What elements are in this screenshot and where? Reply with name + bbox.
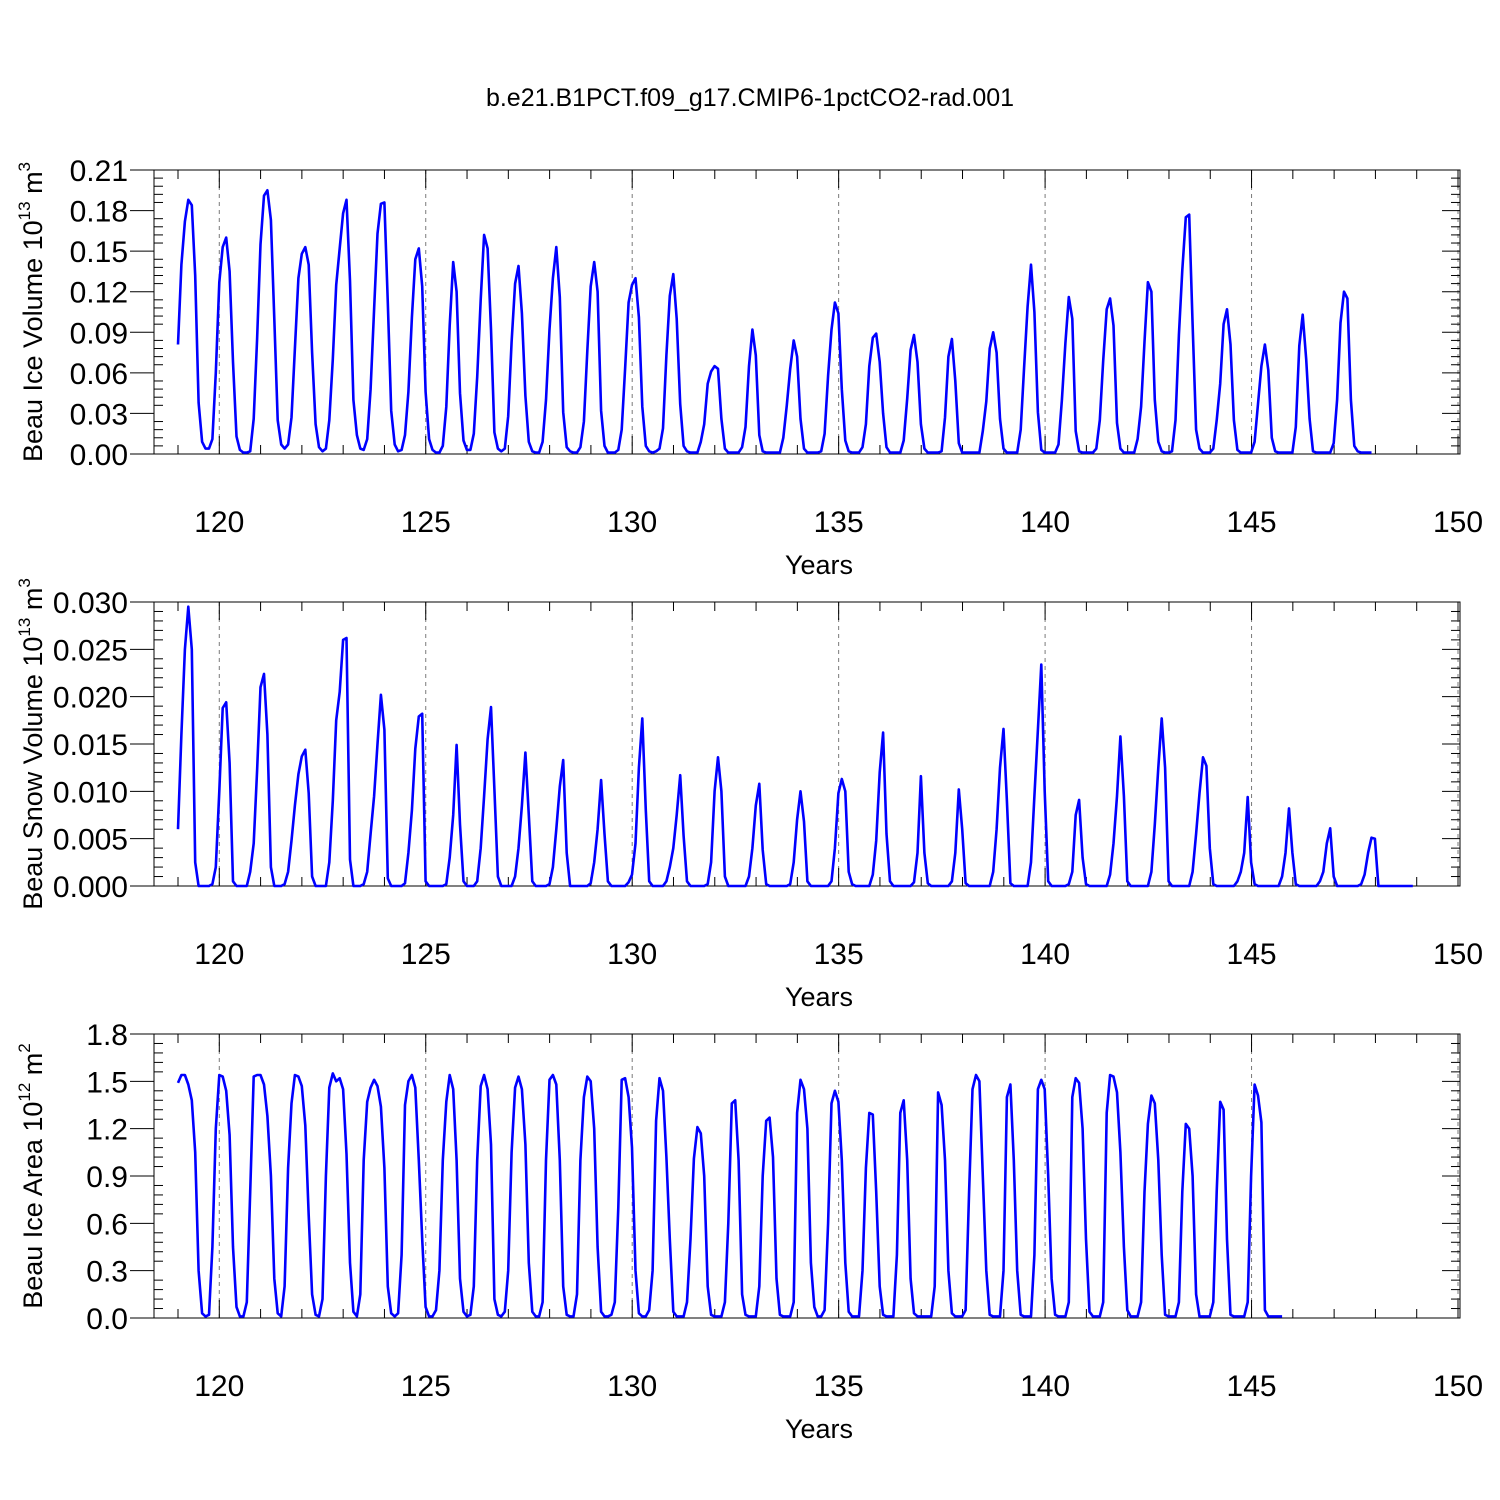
y-tick-label: 0.010 bbox=[53, 776, 128, 809]
y-tick-label: 0.15 bbox=[70, 236, 128, 269]
y-tick-label: 1.8 bbox=[86, 1019, 128, 1052]
x-tick-label: 150 bbox=[1433, 1370, 1483, 1403]
x-tick-label: 120 bbox=[194, 1370, 244, 1403]
series-line bbox=[176, 1072, 1283, 1318]
y-tick-label: 0.06 bbox=[70, 358, 128, 391]
x-axis-title: Years bbox=[785, 550, 853, 580]
y-axis-title: Beau Snow Volume 1013 m3 bbox=[15, 578, 48, 910]
y-axis-title: Beau Ice Area 1012 m2 bbox=[15, 1043, 48, 1309]
x-tick-label: 135 bbox=[814, 506, 864, 539]
x-tick-label: 140 bbox=[1020, 506, 1070, 539]
x-tick-label: 130 bbox=[607, 1370, 657, 1403]
y-tick-label: 0.030 bbox=[53, 587, 128, 620]
y-tick-label: 0.000 bbox=[53, 871, 128, 904]
x-tick-label: 130 bbox=[607, 938, 657, 971]
plot-frame bbox=[153, 169, 1461, 455]
panel-ice-area: 0.0 0.3 0.6 0.9 1.2 1.5 1.8 120 125 130 135 140 145 1… bbox=[15, 1019, 1483, 1444]
y-tick-label: 0.015 bbox=[53, 729, 128, 762]
y-tick-label: 1.2 bbox=[86, 1114, 128, 1147]
panel-ice-volume: 0.00 0.03 0.06 0.09 0.12 0.15 0.18 0.21 120 125 13… bbox=[15, 155, 1483, 580]
y-tick-label: 0.020 bbox=[53, 682, 128, 715]
y-tick-label: 0.00 bbox=[70, 439, 128, 472]
y-tick-label: 0.03 bbox=[70, 398, 128, 431]
y-tick-label: 0.025 bbox=[53, 634, 128, 667]
x-axis-title: Years bbox=[785, 1414, 853, 1444]
y-tick-label: 0.18 bbox=[70, 196, 128, 229]
x-tick-label: 140 bbox=[1020, 938, 1070, 971]
y-tick-label: 0.0 bbox=[86, 1303, 128, 1336]
y-tick-label: 0.6 bbox=[86, 1208, 128, 1241]
figure-title: b.e21.B1PCT.f09_g17.CMIP6-1pctCO2-rad.00… bbox=[486, 84, 1014, 112]
x-tick-label: 125 bbox=[401, 506, 451, 539]
x-tick-label: 150 bbox=[1433, 938, 1483, 971]
series-line bbox=[176, 189, 1372, 454]
y-tick-label: 0.9 bbox=[86, 1161, 128, 1194]
x-tick-label: 125 bbox=[401, 938, 451, 971]
y-tick-label: 0.09 bbox=[70, 317, 128, 350]
x-tick-label: 145 bbox=[1227, 1370, 1277, 1403]
x-tick-label: 125 bbox=[401, 1370, 451, 1403]
x-axis-title: Years bbox=[785, 982, 853, 1012]
x-tick-label: 130 bbox=[607, 506, 657, 539]
x-tick-label: 145 bbox=[1227, 506, 1277, 539]
panel-snow-volume: 0.000 0.005 0.010 0.015 0.020 0.025 0.030 120 12… bbox=[15, 578, 1483, 1012]
x-tick-label: 135 bbox=[814, 1370, 864, 1403]
y-axis-title: Beau Ice Volume 1013 m3 bbox=[15, 162, 48, 462]
y-tick-label: 0.3 bbox=[86, 1256, 128, 1289]
x-tick-label: 120 bbox=[194, 938, 244, 971]
y-tick-label: 0.005 bbox=[53, 824, 128, 857]
y-tick-label: 0.12 bbox=[70, 277, 128, 310]
x-tick-label: 120 bbox=[194, 506, 244, 539]
y-tick-label: 0.21 bbox=[70, 155, 128, 188]
series-line bbox=[176, 605, 1413, 888]
x-tick-label: 140 bbox=[1020, 1370, 1070, 1403]
y-tick-label: 1.5 bbox=[86, 1066, 128, 1099]
x-tick-label: 150 bbox=[1433, 506, 1483, 539]
x-tick-label: 135 bbox=[814, 938, 864, 971]
x-tick-label: 145 bbox=[1227, 938, 1277, 971]
